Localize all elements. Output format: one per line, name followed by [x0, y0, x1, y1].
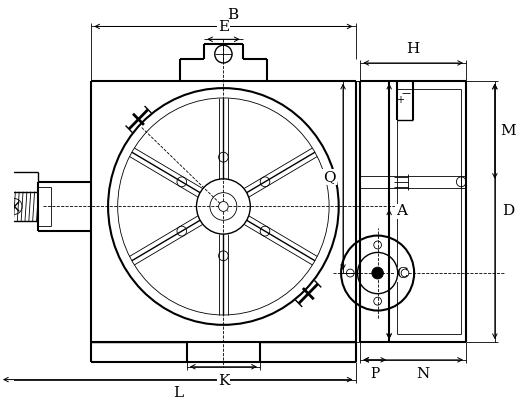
Text: N: N — [416, 367, 430, 381]
Text: K: K — [218, 373, 229, 388]
Text: Q: Q — [323, 170, 336, 184]
Text: P: P — [370, 367, 380, 381]
Text: H: H — [407, 42, 420, 56]
Circle shape — [372, 267, 383, 279]
Text: B: B — [227, 8, 239, 22]
Text: +: + — [396, 95, 404, 106]
Text: L: L — [173, 387, 183, 400]
Text: C: C — [396, 267, 408, 281]
Text: M: M — [500, 124, 516, 138]
Text: A: A — [396, 204, 407, 218]
Circle shape — [218, 202, 228, 211]
Text: D: D — [502, 204, 514, 218]
Text: E: E — [218, 20, 229, 34]
